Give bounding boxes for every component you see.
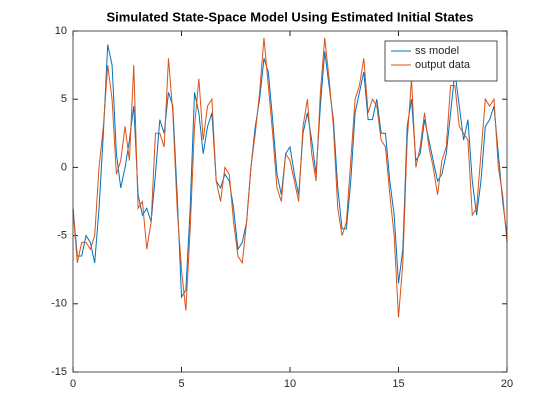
y-tick-label: 5	[61, 93, 67, 105]
y-tick-label: 0	[61, 161, 67, 173]
x-tick-label: 15	[392, 378, 404, 390]
legend-box	[384, 40, 498, 82]
y-tick-label: 10	[55, 25, 67, 37]
y-tick-label: -15	[51, 366, 67, 378]
series-line	[72, 44, 508, 299]
y-tick-label: -5	[57, 230, 67, 242]
chart-title: Simulated State-Space Model Using Estima…	[107, 9, 474, 24]
x-tick-label: 20	[501, 378, 513, 390]
y-tick-label: -10	[51, 298, 67, 310]
series-line	[72, 37, 508, 318]
x-tick-label: 0	[70, 378, 76, 390]
x-tick-label: 5	[178, 378, 184, 390]
legend-label: ss model	[415, 45, 459, 57]
plot-area	[73, 31, 507, 372]
x-tick-label: 10	[284, 378, 296, 390]
axes-box	[72, 30, 508, 373]
legend-label: output data	[415, 59, 471, 71]
